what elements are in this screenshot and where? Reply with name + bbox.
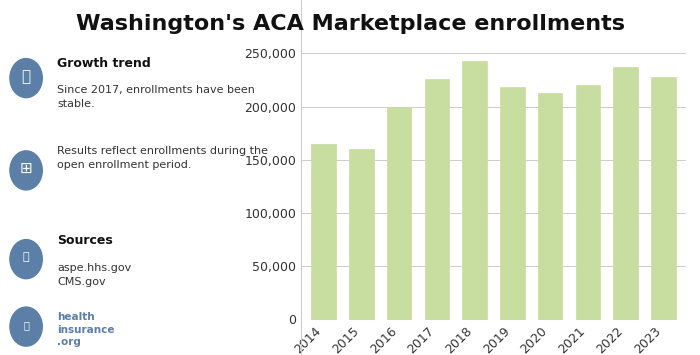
Bar — [425, 79, 449, 320]
Bar — [575, 85, 600, 320]
Bar — [387, 106, 412, 320]
Bar — [613, 67, 638, 320]
Bar — [463, 61, 487, 320]
Bar — [312, 144, 336, 320]
Text: Washington's ACA Marketplace enrollments: Washington's ACA Marketplace enrollments — [76, 14, 624, 34]
Text: health
insurance
.org: health insurance .org — [57, 312, 115, 347]
Text: Since 2017, enrollments have been
stable.: Since 2017, enrollments have been stable… — [57, 85, 255, 109]
Circle shape — [10, 307, 42, 346]
Bar — [651, 77, 676, 320]
Circle shape — [10, 240, 42, 279]
Bar — [349, 149, 374, 320]
Circle shape — [10, 59, 42, 98]
Text: 🏥: 🏥 — [23, 321, 29, 331]
Text: Results reflect enrollments during the
open enrollment period.: Results reflect enrollments during the o… — [57, 146, 268, 170]
Text: 👥: 👥 — [22, 69, 31, 84]
Circle shape — [10, 151, 42, 190]
Bar — [500, 87, 524, 320]
Bar — [538, 93, 562, 320]
Text: Sources: Sources — [57, 234, 113, 247]
Text: Growth trend: Growth trend — [57, 57, 150, 70]
Text: 📋: 📋 — [23, 252, 29, 262]
Text: ⊞: ⊞ — [20, 161, 32, 176]
Text: aspe.hhs.gov
CMS.gov: aspe.hhs.gov CMS.gov — [57, 263, 131, 287]
